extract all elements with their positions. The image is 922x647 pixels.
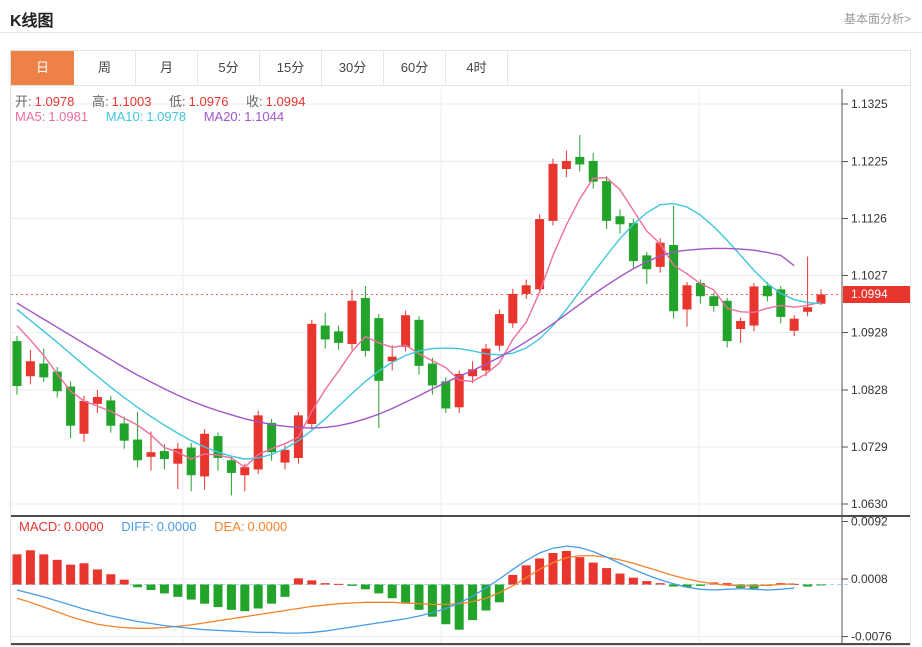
panel-borders bbox=[11, 89, 910, 645]
svg-text:1.0828: 1.0828 bbox=[851, 383, 888, 397]
dea-line bbox=[16, 555, 795, 629]
tab-15min[interactable]: 15分 bbox=[260, 51, 322, 85]
svg-text:1.1325: 1.1325 bbox=[851, 97, 888, 111]
grid-lines bbox=[11, 89, 842, 644]
tab-60min[interactable]: 60分 bbox=[384, 51, 446, 85]
tab-30min[interactable]: 30分 bbox=[322, 51, 384, 85]
svg-text:1.0928: 1.0928 bbox=[851, 325, 888, 339]
timeframe-tabs: 日 周 月 5分 15分 30分 60分 4时 bbox=[11, 51, 910, 86]
page-title: K线图 bbox=[10, 13, 54, 30]
axis-labels: 1.1325 1.1225 1.1126 1.1027 1.0928 1.0828 1.07… bbox=[842, 97, 892, 644]
kline-panel: 日 周 月 5分 15分 30分 60分 4时 1.1325 1.1225 1.11… bbox=[10, 50, 911, 646]
current-price-tag: 1.0994 bbox=[843, 286, 910, 303]
candles bbox=[12, 135, 826, 496]
svg-text:1.0729: 1.0729 bbox=[851, 440, 888, 454]
svg-text:-0.0076: -0.0076 bbox=[851, 630, 892, 644]
svg-text:0.0092: 0.0092 bbox=[851, 514, 888, 528]
ma5-line bbox=[16, 176, 822, 469]
tab-day[interactable]: 日 bbox=[11, 51, 74, 85]
svg-text:0.0008: 0.0008 bbox=[851, 572, 888, 586]
chart-area: 1.1325 1.1225 1.1126 1.1027 1.0928 1.0828 1.07… bbox=[11, 86, 910, 645]
ma10-line bbox=[16, 202, 822, 460]
tab-month[interactable]: 月 bbox=[136, 51, 198, 85]
tab-week[interactable]: 周 bbox=[74, 51, 136, 85]
tab-5min[interactable]: 5分 bbox=[198, 51, 260, 85]
kline-chart-canvas[interactable]: 1.1325 1.1225 1.1126 1.1027 1.0928 1.0828 1.07… bbox=[11, 86, 910, 645]
tab-4hour[interactable]: 4时 bbox=[446, 51, 508, 85]
fundamental-analysis-link[interactable]: 基本面分析> bbox=[843, 12, 911, 26]
svg-text:1.0630: 1.0630 bbox=[851, 497, 888, 511]
svg-text:1.1126: 1.1126 bbox=[851, 212, 887, 226]
page-header: K线图 基本面分析> bbox=[0, 0, 922, 33]
svg-text:1.1225: 1.1225 bbox=[851, 155, 888, 169]
ma20-line bbox=[16, 247, 795, 429]
svg-text:1.1027: 1.1027 bbox=[851, 269, 888, 283]
diff-line bbox=[16, 545, 795, 634]
